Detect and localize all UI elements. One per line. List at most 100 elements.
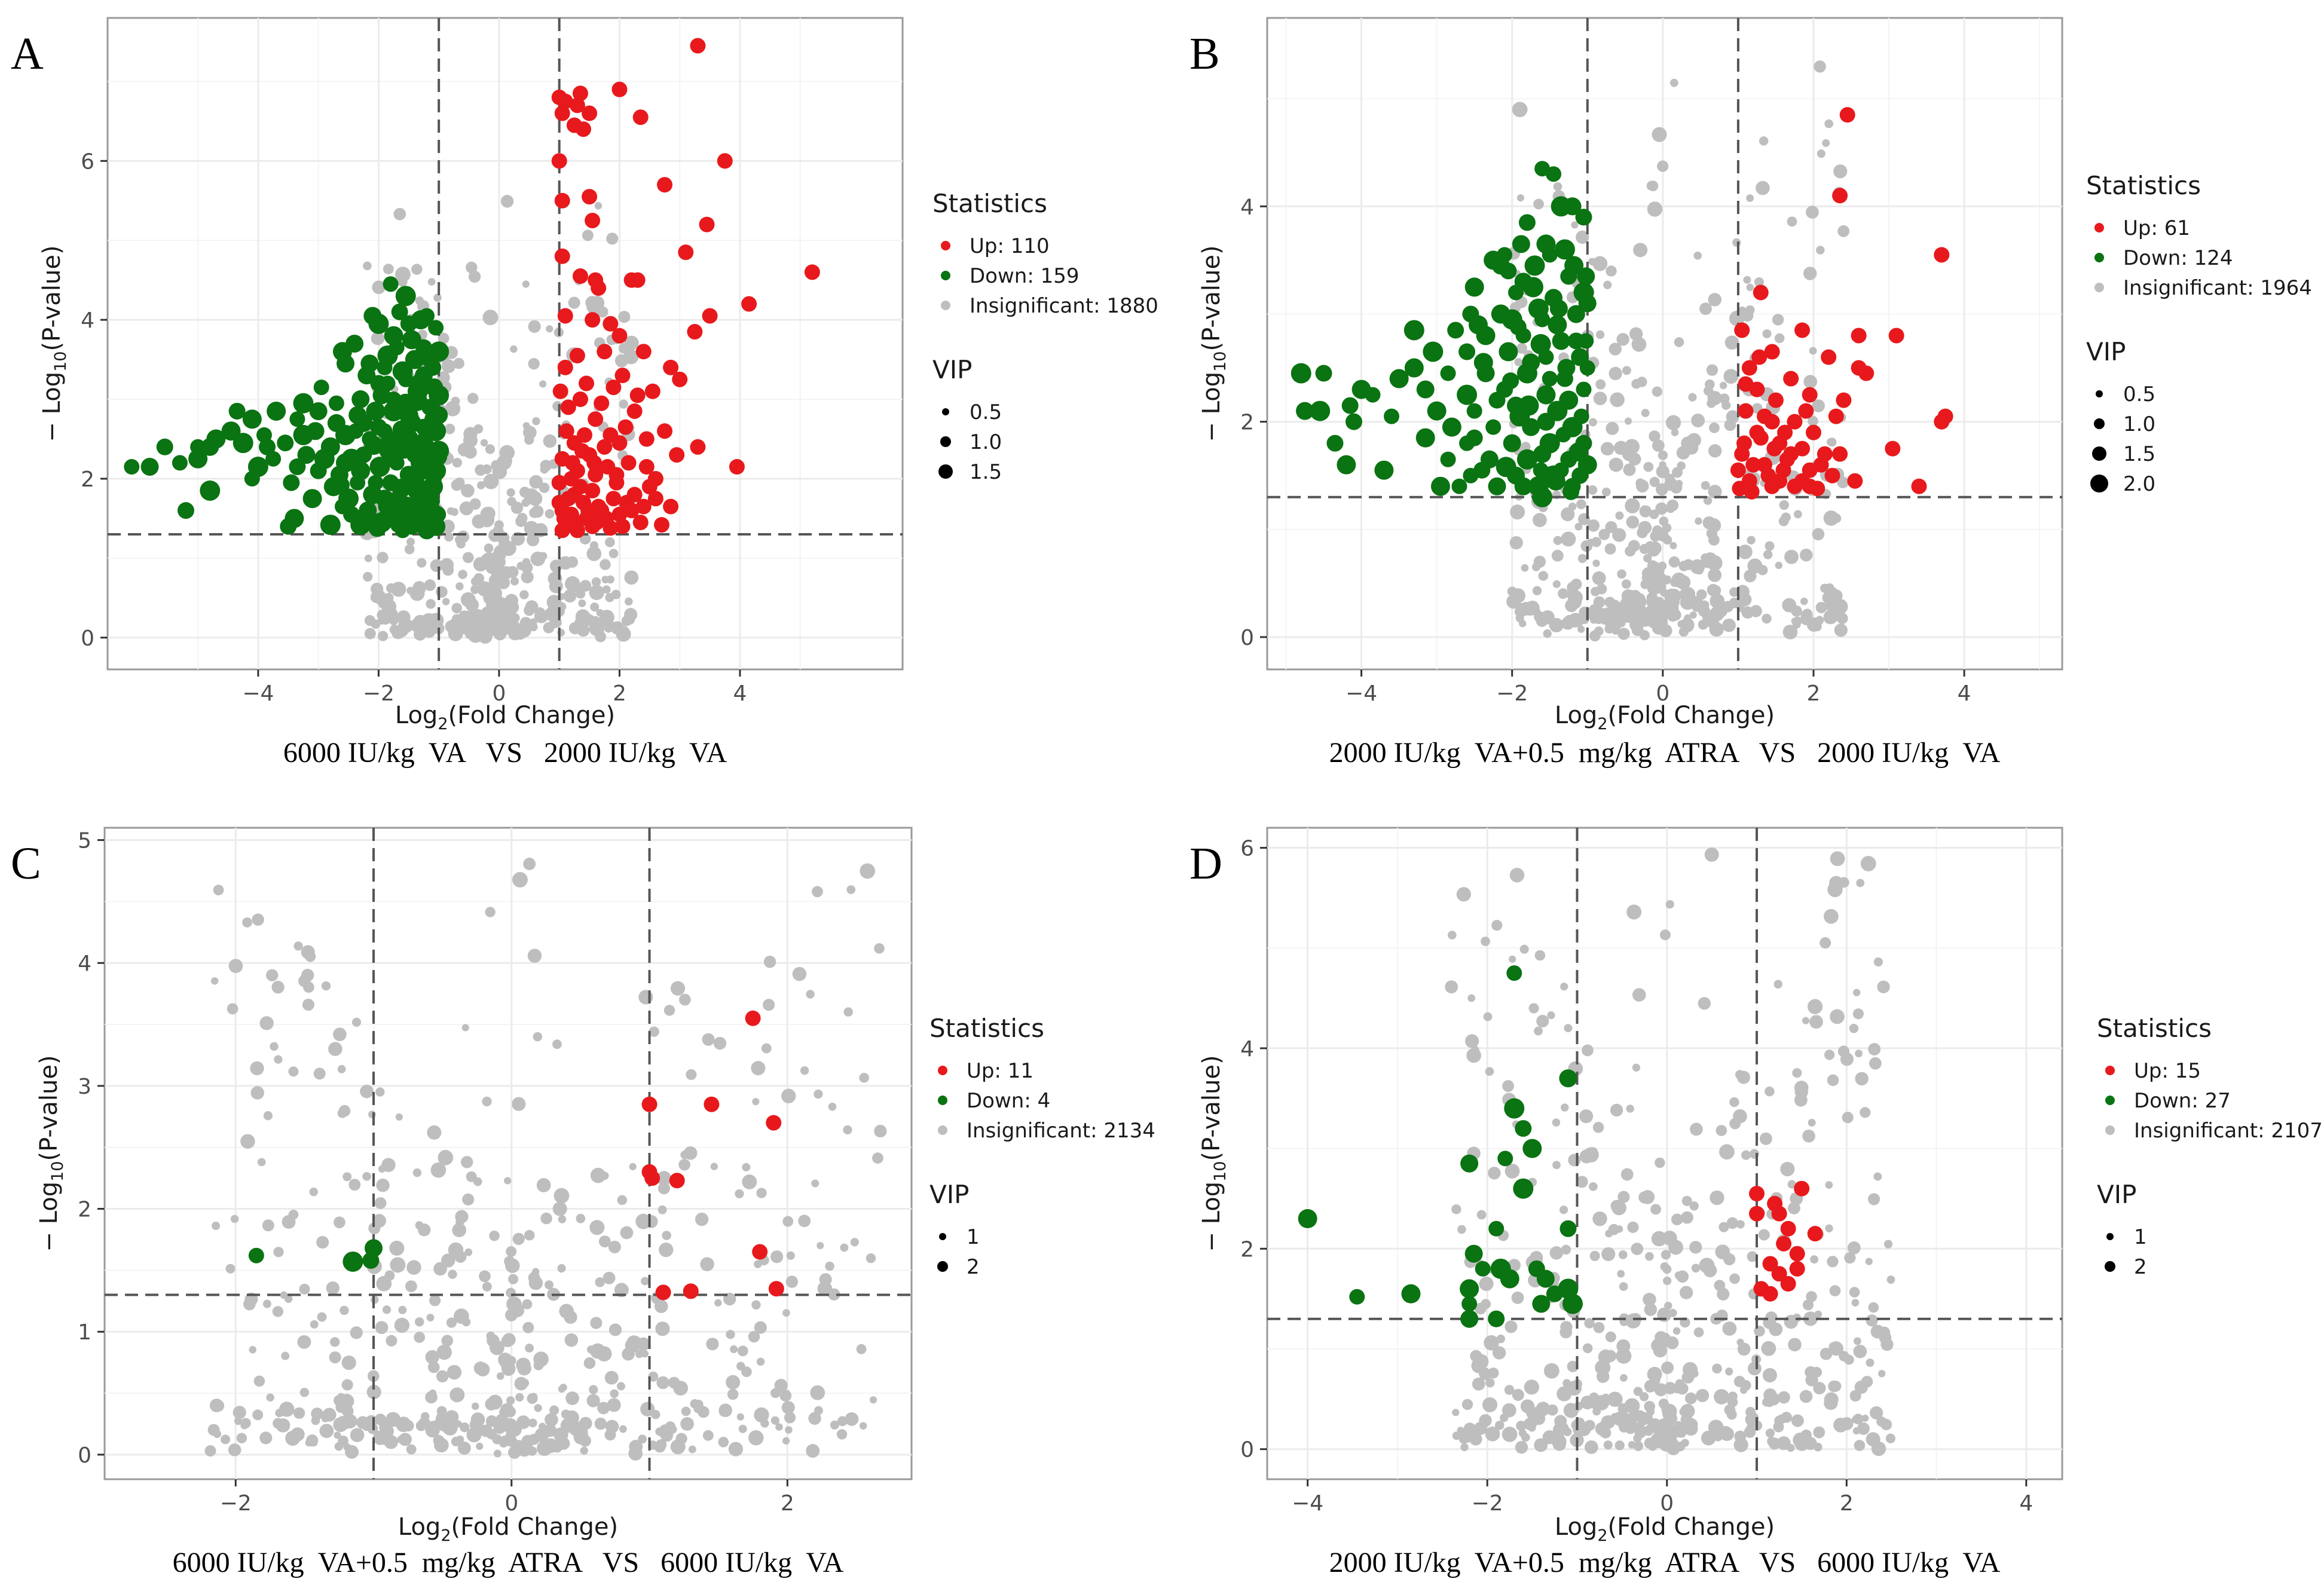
- down-point: [364, 436, 384, 455]
- insignificant-point: [396, 613, 406, 623]
- up-point: [1888, 328, 1904, 344]
- insignificant-point: [455, 1210, 469, 1223]
- insignificant-point: [529, 475, 543, 489]
- insignificant-point: [506, 1246, 517, 1257]
- insignificant-point: [1718, 1222, 1729, 1232]
- insignificant-point: [811, 1179, 819, 1188]
- insignificant-point: [1662, 1265, 1672, 1274]
- up-point: [611, 435, 628, 451]
- insignificant-point: [227, 1003, 238, 1015]
- insignificant-point: [742, 1174, 757, 1189]
- down-point: [1504, 1098, 1525, 1119]
- insignificant-point: [317, 1312, 327, 1322]
- insignificant-point: [285, 1430, 301, 1446]
- insignificant-point: [1653, 1429, 1663, 1438]
- insignificant-point: [436, 1370, 449, 1382]
- down-point: [1496, 457, 1516, 478]
- insignificant-point: [549, 1405, 559, 1415]
- insignificant-point: [1568, 1154, 1581, 1167]
- down-point: [1552, 332, 1570, 350]
- legend-vip-title: VIP: [2086, 337, 2126, 366]
- insignificant-point: [1538, 1442, 1547, 1451]
- insignificant-point: [1458, 1434, 1469, 1445]
- insignificant-point: [590, 295, 605, 310]
- insignificant-point: [510, 577, 519, 586]
- down-point: [397, 371, 414, 387]
- insignificant-point: [673, 1381, 689, 1396]
- insignificant-point: [257, 1158, 266, 1167]
- insignificant-point: [209, 1399, 224, 1413]
- insignificant-point: [293, 1407, 305, 1419]
- insignificant-point: [610, 621, 624, 635]
- down-point: [1460, 1309, 1479, 1328]
- insignificant-point: [763, 999, 775, 1011]
- insignificant-point: [210, 977, 219, 985]
- insignificant-point: [770, 1250, 784, 1263]
- insignificant-point: [1659, 516, 1669, 526]
- down-point: [392, 420, 411, 439]
- insignificant-point: [442, 598, 450, 605]
- insignificant-point: [343, 1413, 357, 1429]
- down-point: [1457, 384, 1478, 405]
- insignificant-point: [507, 1336, 516, 1345]
- insignificant-point: [1699, 302, 1712, 315]
- insignificant-point: [1580, 1396, 1595, 1410]
- insignificant-point: [1593, 596, 1606, 608]
- up-point: [1762, 1256, 1778, 1272]
- insignificant-point: [1866, 1359, 1875, 1367]
- insignificant-point: [1584, 1318, 1595, 1329]
- insignificant-point: [1668, 556, 1680, 568]
- up-point: [699, 216, 715, 232]
- legend-statistics-title: Statistics: [2097, 1014, 2212, 1043]
- insignificant-point: [449, 1387, 465, 1403]
- insignificant-point: [763, 956, 776, 968]
- up-point: [588, 467, 604, 483]
- insignificant-point: [510, 345, 518, 353]
- insignificant-point: [528, 1275, 543, 1290]
- down-point: [1524, 255, 1545, 276]
- down-point: [338, 488, 359, 509]
- legend-vip-label: 1.0: [970, 430, 1002, 454]
- x-tick-label: −4: [1292, 1491, 1323, 1516]
- insignificant-point: [430, 617, 438, 625]
- insignificant-point: [1828, 1341, 1843, 1356]
- insignificant-point: [297, 1335, 311, 1349]
- insignificant-point: [1729, 1273, 1740, 1284]
- down-point: [343, 1251, 363, 1272]
- insignificant-point: [751, 1300, 761, 1309]
- legend-statistics-title: Statistics: [929, 1014, 1044, 1043]
- y-axis-label: − Log10(P-value): [1198, 245, 1230, 442]
- insignificant-point: [1761, 1341, 1776, 1356]
- insignificant-point: [394, 1317, 410, 1333]
- insignificant-point: [1452, 1409, 1460, 1416]
- insignificant-point: [1854, 1380, 1869, 1394]
- insignificant-point: [1747, 1361, 1762, 1376]
- insignificant-point: [481, 625, 494, 638]
- up-point: [597, 439, 613, 455]
- insignificant-point: [540, 465, 549, 474]
- insignificant-point: [313, 1067, 326, 1080]
- legend-up-label: Up: 11: [967, 1059, 1033, 1083]
- insignificant-point: [1661, 1361, 1674, 1374]
- insignificant-point: [397, 1436, 405, 1443]
- insignificant-point: [578, 599, 586, 607]
- insignificant-point: [1803, 1437, 1817, 1450]
- insignificant-point: [625, 597, 633, 606]
- insignificant-point: [473, 424, 484, 434]
- insignificant-point: [1652, 620, 1666, 635]
- insignificant-point: [1886, 1275, 1895, 1284]
- insignificant-point: [266, 1393, 274, 1402]
- insignificant-point: [1765, 1086, 1775, 1097]
- insignificant-point: [1502, 1426, 1518, 1442]
- insignificant-point: [1644, 1303, 1658, 1316]
- legend-down-key: [941, 271, 950, 280]
- insignificant-point: [1691, 1263, 1701, 1273]
- insignificant-point: [1645, 1385, 1653, 1393]
- insignificant-point: [582, 230, 594, 241]
- insignificant-point: [1623, 463, 1636, 476]
- insignificant-point: [345, 1445, 359, 1459]
- insignificant-point: [1706, 364, 1718, 376]
- insignificant-point: [221, 1434, 231, 1445]
- up-point: [597, 344, 613, 360]
- up-point: [1911, 478, 1927, 494]
